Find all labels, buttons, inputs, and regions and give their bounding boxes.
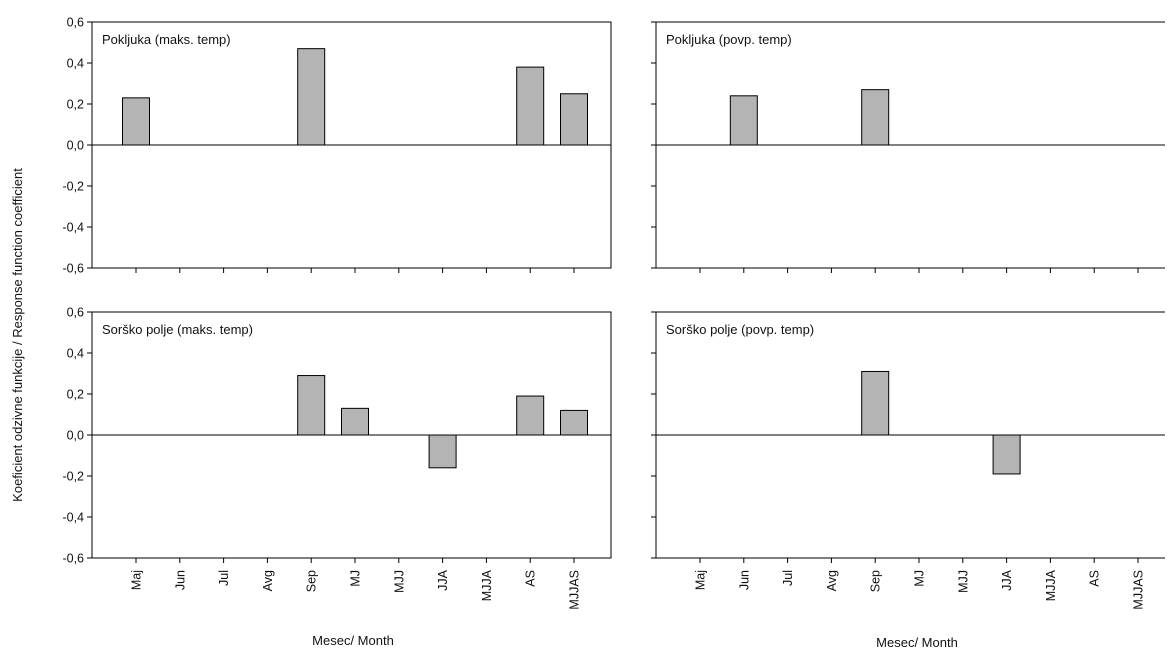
x-tick-label: AS [1088, 570, 1102, 587]
bar-MJJAS [560, 409, 588, 436]
x-tick-label: MJJ [392, 570, 406, 593]
y-tick-label: 0,2 [67, 388, 84, 402]
y-tick-label: -0,6 [62, 552, 84, 566]
bar-MJJAS [560, 93, 588, 146]
x-tick-label: AS [524, 570, 538, 587]
x-tick-label: MJJA [1044, 569, 1058, 601]
x-tick-label: Jul [781, 570, 795, 586]
panel-title: Sorško polje (povp. temp) [666, 322, 814, 337]
panel-title: Pokljuka (maks. temp) [102, 32, 231, 47]
x-tick-label: Avg [825, 570, 839, 591]
panels-group: 0,6 0,4 0,2 0,0 -0,2 -0,4 -0,6 Pokljuka (maks. … [62, 16, 1165, 610]
x-axis-title-right: Mesec/ Month [876, 635, 958, 649]
bar-AS [516, 395, 545, 436]
chart-panel-3: 0,6 0,4 0,2 0,0 -0,2 -0,4 -0,6 Maj Jun Jul Avg Sep M… [62, 306, 612, 610]
bar-JJA [992, 434, 1021, 475]
chart-panel-4: Maj Jun Jul Avg Sep MJ MJJ JJA MJJA AS MJJAS Sorško… [651, 311, 1165, 610]
x-tick-label: Jul [217, 570, 231, 586]
bar-Maj [122, 97, 150, 146]
x-tick-label: Maj [130, 570, 144, 590]
x-tick-label: JJA [436, 569, 450, 591]
panel-title: Pokljuka (povp. temp) [666, 32, 792, 47]
x-tick-label: MJJA [480, 569, 494, 601]
x-tick-label: Avg [261, 570, 275, 591]
x-tick-label: Sep [305, 570, 319, 592]
bar-Jun [729, 95, 758, 146]
y-tick-label: 0,4 [67, 57, 84, 71]
y-tick-label: 0,2 [67, 98, 84, 112]
x-tick-label: JJA [1000, 569, 1014, 591]
x-tick-label: Maj [694, 570, 708, 590]
y-tick-label: 0,6 [67, 16, 84, 30]
x-tick-label: MJJAS [568, 570, 582, 610]
y-tick-label: -0,4 [62, 221, 84, 235]
x-tick-label: MJ [349, 570, 363, 587]
y-tick-label: 0,0 [67, 429, 84, 443]
y-tick-label: -0,6 [62, 262, 84, 276]
bar-Sep [297, 48, 326, 146]
x-tick-label: MJ [913, 570, 927, 587]
x-tick-label: Jun [173, 570, 187, 590]
chart-panel-1: 0,6 0,4 0,2 0,0 -0,2 -0,4 -0,6 Pokljuka (maks. … [62, 16, 612, 276]
chart-panel-2: Pokljuka (povp. temp) [651, 21, 1165, 273]
y-tick-label: 0,6 [67, 306, 84, 320]
y-tick-label: -0,2 [62, 180, 84, 194]
x-axis-title-left: Mesec/ Month [312, 633, 394, 648]
bar-Sep [861, 370, 890, 436]
y-tick-label: -0,4 [62, 511, 84, 525]
y-tick-label: 0,4 [67, 347, 84, 361]
bar-MJ [341, 407, 369, 436]
x-tick-label: Jun [737, 570, 751, 590]
y-tick-label: 0,0 [67, 139, 84, 153]
x-tick-label: MJJ [956, 570, 970, 593]
bar-JJA [428, 434, 457, 469]
bar-Sep [861, 89, 890, 146]
bar-AS [516, 66, 545, 146]
y-tick-label: -0,2 [62, 470, 84, 484]
y-axis-title: Koeficient odzivne funkcije / Response f… [10, 168, 25, 502]
panel-title: Sorško polje (maks. temp) [102, 322, 253, 337]
x-tick-label: MJJAS [1132, 570, 1146, 610]
x-tick-label: Sep [869, 570, 883, 592]
bar-Sep [297, 375, 326, 436]
